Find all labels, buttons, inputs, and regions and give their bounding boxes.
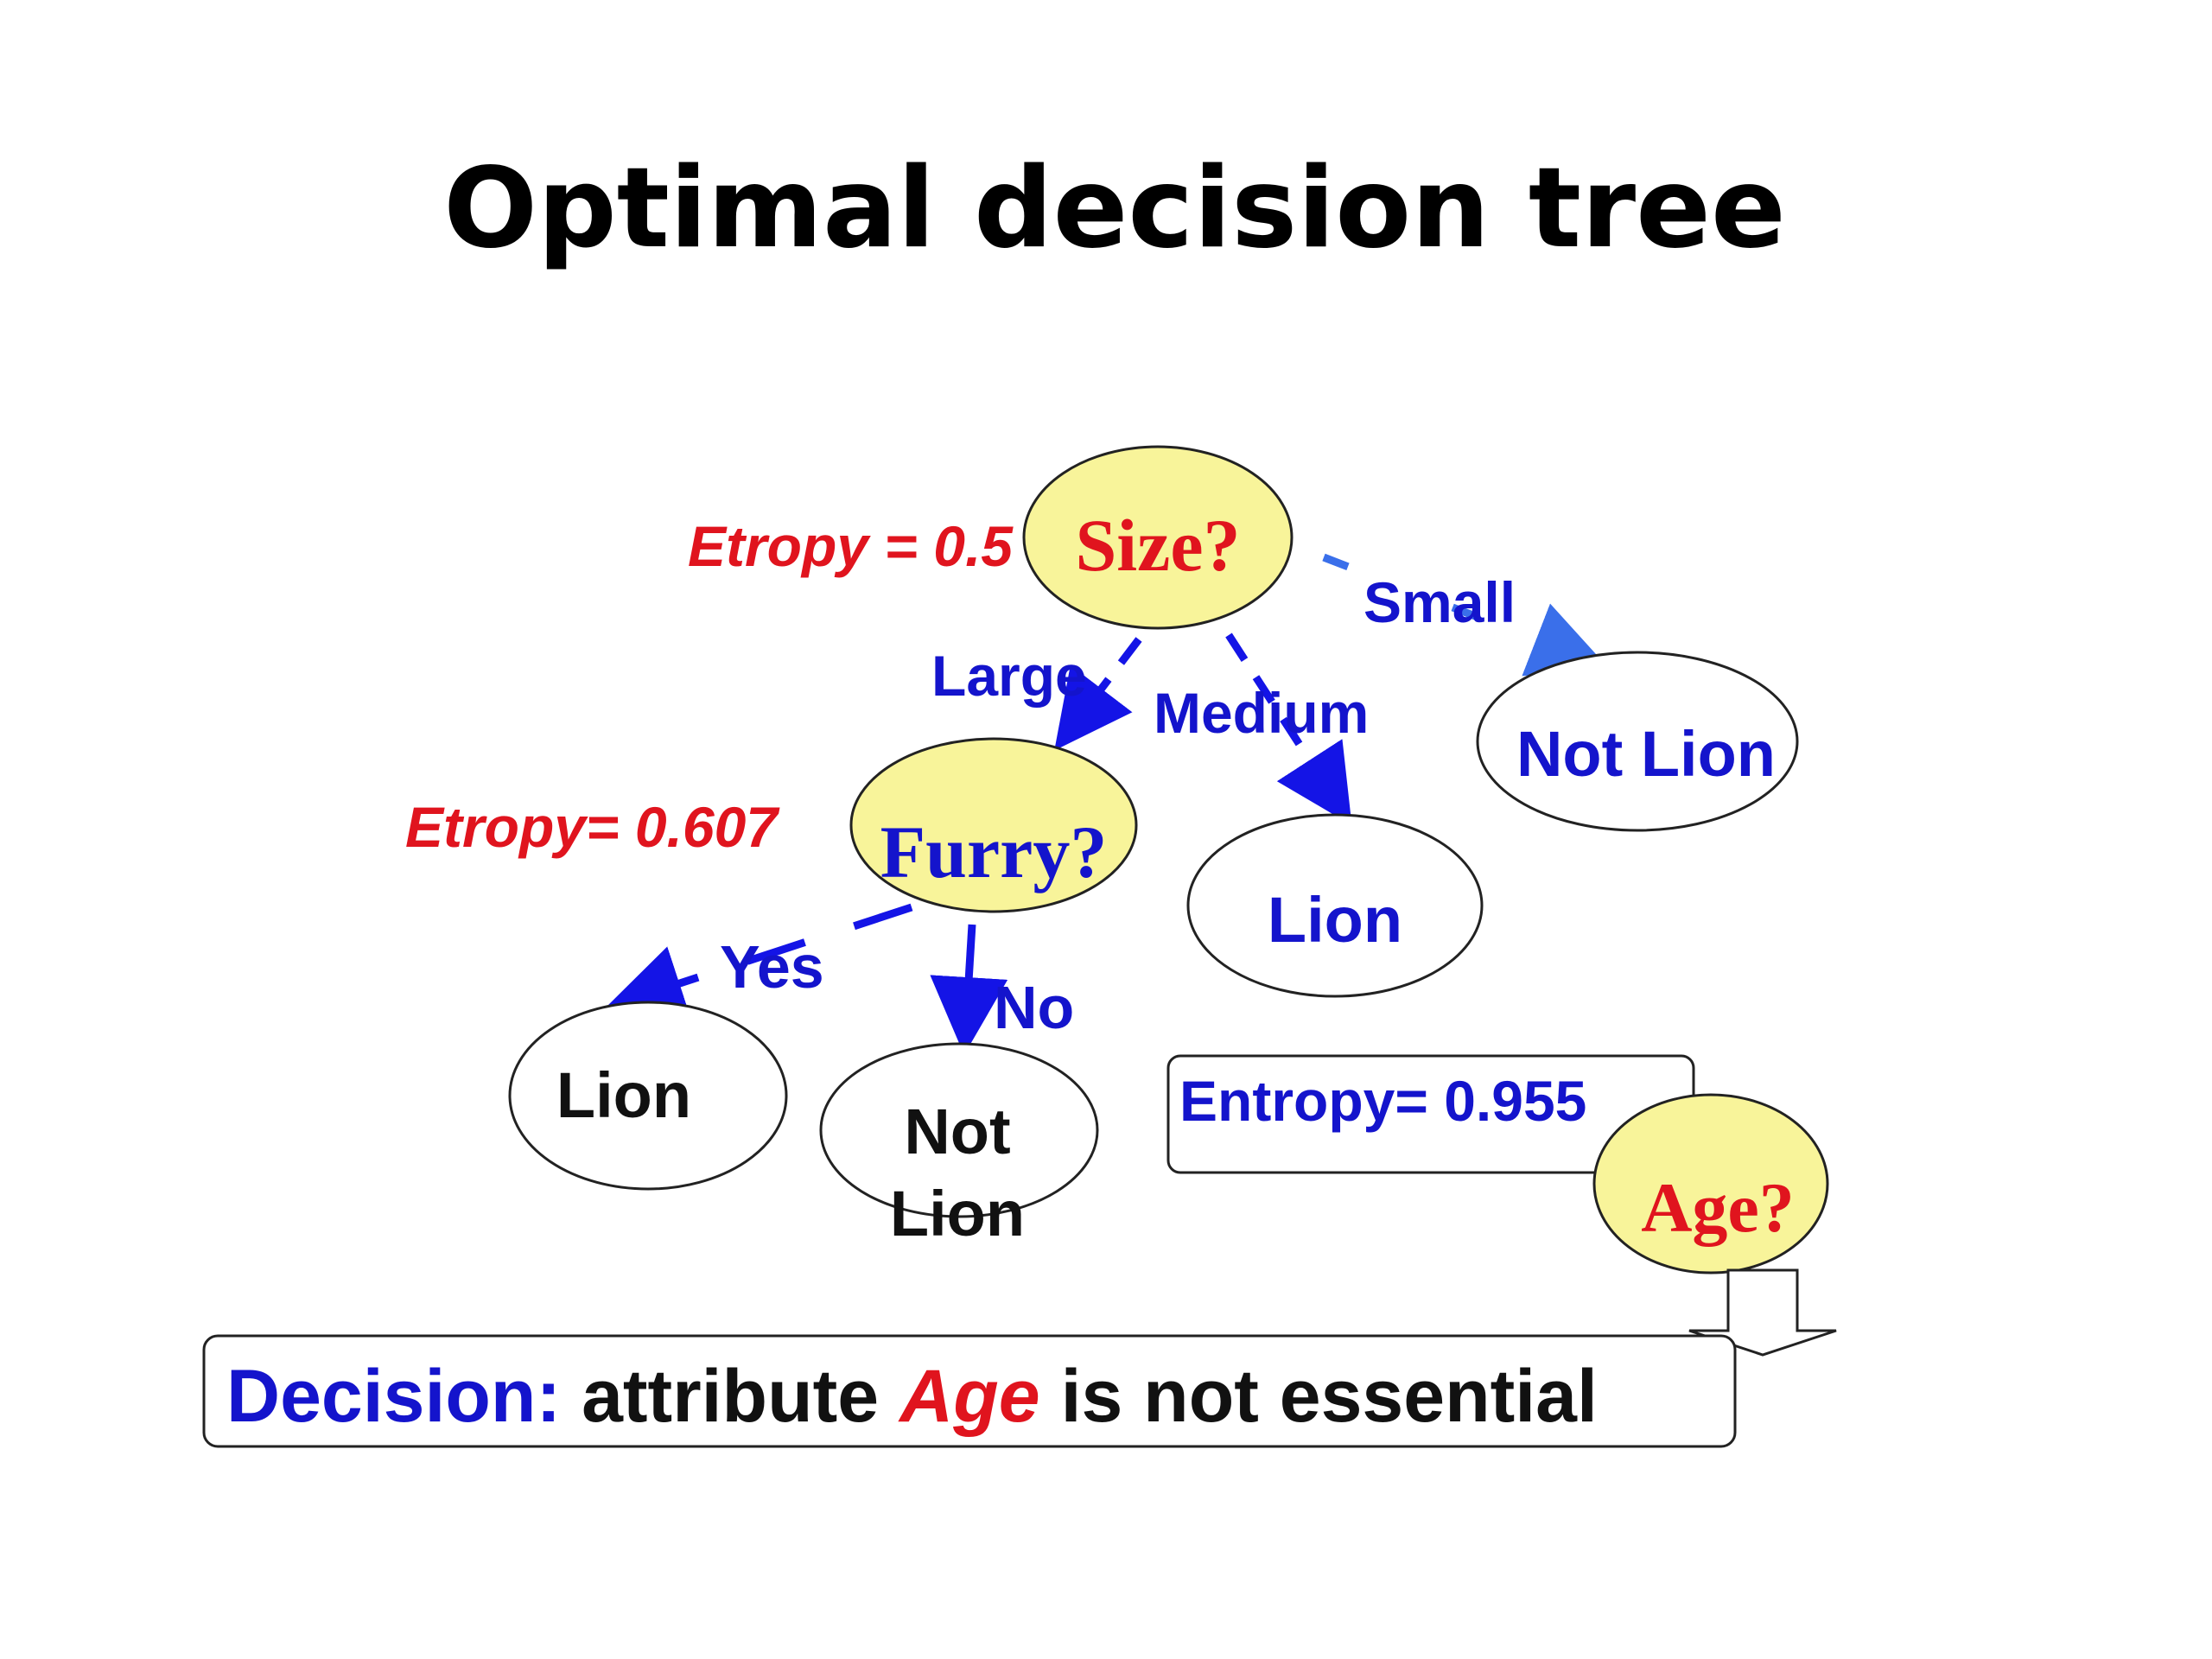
decision-attribute: Age	[898, 1355, 1039, 1438]
edge-size-large	[1054, 637, 1142, 751]
node-size-label: Size?	[1075, 504, 1240, 587]
decision-label: Decision:	[226, 1355, 561, 1438]
edge-label-no: No	[994, 974, 1074, 1041]
decision-text-before: attribute	[582, 1355, 879, 1438]
leaf-furry-no-label-line1: Not	[904, 1096, 1010, 1167]
edge-size-medium	[1225, 632, 1352, 826]
leaf-furry-no	[819, 1042, 1099, 1218]
leaf-furry-no-label-line2: Lion	[890, 1178, 1025, 1249]
node-furry	[849, 737, 1138, 913]
down-arrow-icon	[1688, 1268, 1837, 1357]
leaf-furry-yes	[508, 1001, 788, 1191]
decision-box	[202, 1334, 1737, 1448]
decision-text-after: is not essential	[1061, 1355, 1598, 1438]
leaf-small-label: Not Lion	[1516, 718, 1776, 790]
node-size	[1022, 445, 1294, 630]
entropy-furry: Etropy= 0.607	[405, 795, 780, 859]
node-furry-label: Furry?	[880, 810, 1108, 893]
leaf-furry-yes-label: Lion	[556, 1059, 691, 1131]
leaf-medium-label: Lion	[1268, 884, 1402, 956]
entropy-size: Etropy = 0.5	[688, 514, 1014, 578]
edge-label-large: Large	[931, 644, 1087, 708]
edge-furry-yes	[605, 903, 913, 1020]
leaf-small	[1476, 651, 1799, 832]
edge-label-medium: Medium	[1154, 681, 1369, 745]
decision-text: Decision: attribute Age is not essential	[226, 1355, 1598, 1438]
node-age-label: Age?	[1641, 1168, 1795, 1247]
page-title: Optimal decision tree	[443, 144, 1786, 273]
edge-label-yes: Yes	[720, 933, 824, 1001]
entropy-age: Entropy= 0.955	[1179, 1069, 1586, 1133]
edge-label-small: Small	[1363, 570, 1516, 634]
edge-furry-no	[930, 924, 1008, 1055]
leaf-medium	[1186, 813, 1484, 998]
node-age	[1592, 1093, 1829, 1274]
